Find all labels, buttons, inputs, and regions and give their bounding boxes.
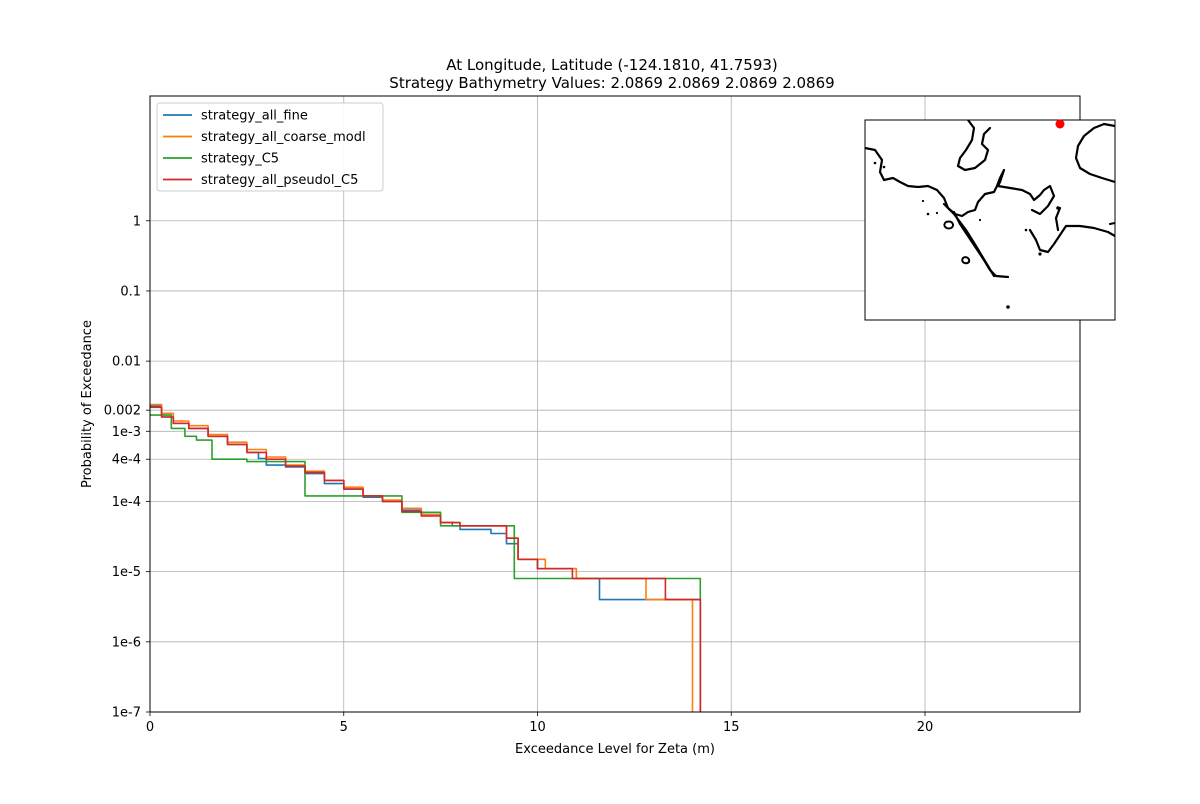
x-axis-label: Exceedance Level for Zeta (m) [515,742,715,757]
x-tick-label: 15 [723,720,740,735]
y-tick-label: 0.01 [112,355,141,370]
x-tick-label: 20 [917,720,934,735]
inset-map-frame [864,119,1116,321]
y-tick-label: 0.002 [104,404,141,419]
axis-ticks: 0 5 10 15 20 1 0.1 0.01 0.002 1e-3 4e-4 1e-4 1e-5 1e-… [104,214,933,735]
x-tick-label: 0 [146,720,154,735]
y-tick-label: 1e-3 [112,425,141,440]
legend-box [156,102,384,192]
island-dot [1038,252,1042,256]
y-axis-label: Probability of Exceedance [80,320,95,488]
y-tick-label: 1e-6 [112,635,141,650]
legend-label: strategy_C5 [201,152,279,167]
coastline-path [1074,122,1115,184]
coastline-path [1054,206,1062,232]
y-tick-label: 4e-4 [112,453,141,468]
coastline-path [865,146,1056,218]
island-dot [926,212,930,216]
island-dot [921,199,925,203]
y-tick-label: 0.1 [120,284,141,299]
y-tick-label: 1e-4 [112,495,141,510]
island-dot [1056,206,1060,210]
y-tick-label: 1 [133,214,141,229]
coastline-path [956,120,992,172]
island-dot [1024,228,1028,232]
coastline-path [942,202,996,278]
island-dot [978,218,982,222]
legend-label: strategy_all_pseudol_C5 [201,173,358,188]
series-layer [150,403,702,712]
island-dot [935,211,939,215]
legend-label: strategy_all_coarse_modl [201,130,366,145]
x-tick-label: 10 [529,720,546,735]
island-dot [873,161,877,165]
coastline-path [1028,224,1115,254]
chart-title-line1: At Longitude, Latitude (-124.1810, 41.75… [446,56,778,74]
x-tick-label: 5 [340,720,348,735]
legend: strategy_all_fine strategy_all_coarse_mod… [156,102,384,192]
inset-map [864,119,1116,321]
chart-title-line2: Strategy Bathymetry Values: 2.0869 2.086… [389,74,834,92]
island-dot [1006,305,1010,309]
coastline-path [1109,222,1115,225]
series-line [150,406,702,712]
coastline-path [943,220,955,230]
legend-label: strategy_all_fine [201,109,308,124]
coastline-path [961,256,971,265]
y-tick-label: 1e-5 [112,565,141,580]
location-marker [1055,119,1065,129]
island-dot [882,165,886,169]
plot-frame [149,95,1081,713]
y-tick-label: 1e-7 [112,706,141,721]
